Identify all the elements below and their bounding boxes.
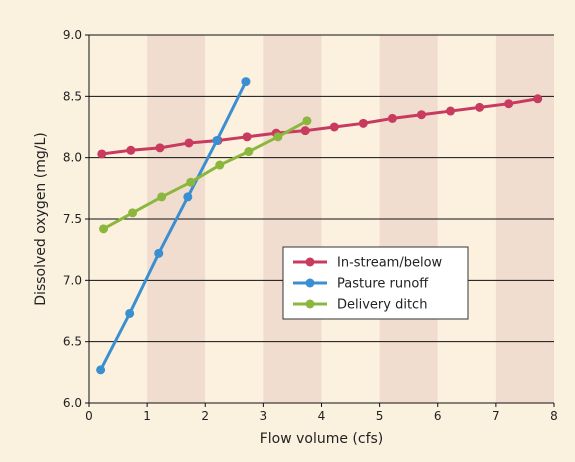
data-point — [126, 145, 136, 155]
y-tick-labels: 6.0 6.5 7.0 7.5 8.0 8.5 9.0 — [63, 28, 89, 410]
x-tick-label: 1 — [143, 409, 151, 423]
series-line — [102, 119, 308, 231]
data-point — [186, 177, 196, 187]
data-point — [329, 122, 339, 132]
data-point — [446, 106, 456, 116]
y-tick-label: 7.5 — [63, 212, 82, 226]
y-tick-label: 9.0 — [63, 28, 82, 42]
x-tick-labels: 0 1 2 3 4 5 6 7 8 — [85, 403, 558, 423]
legend-swatch-marker — [305, 278, 315, 288]
data-point — [215, 160, 225, 170]
y-tick-label: 6.0 — [63, 396, 82, 410]
x-tick-label: 6 — [434, 409, 442, 423]
data-point — [183, 192, 193, 202]
data-point — [241, 77, 251, 87]
data-point — [358, 118, 368, 128]
data-point — [504, 99, 514, 109]
data-point — [212, 135, 222, 145]
data-point — [128, 208, 138, 218]
data-point — [416, 110, 426, 120]
series-delivery-ditch — [99, 116, 312, 234]
y-tick-label: 6.5 — [63, 335, 82, 349]
data-point — [273, 132, 283, 142]
data-point — [302, 116, 312, 126]
x-tick-label: 5 — [376, 409, 384, 423]
legend-swatch-marker — [305, 299, 315, 309]
y-tick-label: 7.0 — [63, 273, 82, 287]
legend-label: In-stream/below — [337, 256, 443, 271]
y-tick-label: 8.5 — [63, 89, 82, 103]
data-point — [244, 147, 254, 157]
series-pasture-runoff — [96, 77, 251, 375]
data-point — [99, 224, 109, 234]
x-tick-label: 2 — [201, 409, 209, 423]
series-line — [99, 80, 248, 371]
series-lines — [96, 77, 543, 375]
x-axis-title: Flow volume (cfs) — [260, 431, 384, 447]
y-axis-title: Dissolved oxygen (mg/L) — [33, 132, 49, 305]
data-point — [475, 102, 485, 112]
data-point — [154, 248, 164, 258]
data-point — [125, 308, 135, 318]
data-point — [300, 126, 310, 136]
legend-label: Pasture runoff — [337, 277, 429, 292]
data-point — [387, 113, 397, 123]
data-point — [155, 143, 165, 153]
legend: In-stream/below Pasture runoff Delivery di… — [282, 246, 469, 320]
data-point — [242, 132, 252, 142]
x-tick-label: 4 — [318, 409, 326, 423]
legend-label: Delivery ditch — [337, 298, 427, 313]
y-tick-label: 8.0 — [63, 151, 82, 165]
x-tick-label: 7 — [492, 409, 500, 423]
legend-swatch-marker — [305, 257, 315, 267]
data-point — [184, 138, 194, 148]
x-tick-label: 3 — [260, 409, 268, 423]
data-point — [96, 365, 106, 375]
data-point — [533, 94, 543, 104]
x-tick-label: 0 — [85, 409, 93, 423]
data-point — [97, 149, 107, 159]
series-line — [101, 97, 538, 156]
x-tick-label: 8 — [550, 409, 558, 423]
data-point — [157, 192, 167, 202]
